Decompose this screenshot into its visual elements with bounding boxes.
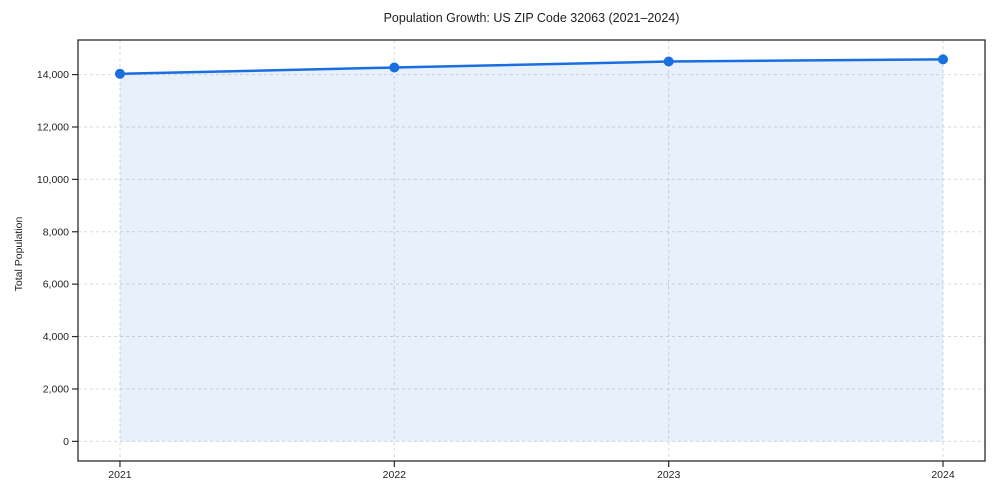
y-tick-label: 6,000 [43,279,69,291]
y-tick-label: 2,000 [43,383,69,395]
y-tick-label: 12,000 [37,121,69,133]
x-tick-label: 2022 [383,469,407,481]
data-point-2022 [389,62,400,73]
chart-title: Population Growth: US ZIP Code 32063 (20… [383,11,680,25]
series-line [118,58,945,76]
plot-border [77,39,986,462]
data-point-2024 [938,54,949,65]
x-tick-label: 2021 [108,469,132,481]
y-tick-label: 4,000 [43,331,69,343]
series-area-fill [119,59,944,442]
y-tick-label: 8,000 [43,226,69,238]
y-tick-label: 14,000 [37,69,69,81]
y-tick-label: 0 [63,436,69,448]
x-tick-label: 2024 [931,469,955,481]
x-tick-label: 2023 [657,469,681,481]
y-axis-label-text: Total Population [13,216,25,292]
data-point-2021 [114,68,125,79]
data-point-2023 [663,56,674,67]
y-tick-label: 10,000 [37,174,69,186]
